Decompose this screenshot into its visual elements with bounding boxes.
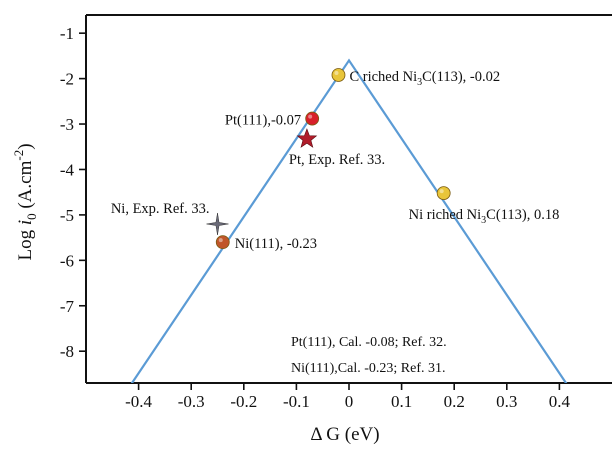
data-point-3 xyxy=(436,186,451,200)
point-label-2: Pt, Exp. Ref. 33. xyxy=(289,152,385,168)
y-tick-label: -2 xyxy=(60,70,74,89)
reference-note-0: Pt(111), Cal. -0.08; Ref. 32. xyxy=(291,335,447,350)
point-label-subscript: 3 xyxy=(481,215,486,226)
data-point-highlight-5 xyxy=(218,238,223,243)
x-tick-label: -0.3 xyxy=(178,392,205,411)
y-axis-label: Log i0 (A.cm-2) xyxy=(11,143,39,260)
data-point-highlight-3 xyxy=(439,189,444,194)
point-label-main: Pt, Exp. Ref. 33. xyxy=(289,152,385,168)
point-label-0: C riched Ni3C(113), -0.02 xyxy=(349,69,500,88)
reference-note-1: Ni(111),Cal. -0.23; Ref. 31. xyxy=(291,361,446,376)
point-label-main: C riched Ni xyxy=(349,69,417,85)
x-tick-label: 0 xyxy=(345,392,354,411)
data-point-highlight-1 xyxy=(308,114,313,119)
y-tick-label: -4 xyxy=(60,160,75,179)
data-point-1 xyxy=(305,111,320,126)
x-tick-label: 0.3 xyxy=(496,392,517,411)
y-tick-label: -6 xyxy=(60,251,74,270)
plot-axes: -0.4 -0.3 -0.2 -0.1 0 0.1 0.2 0.3 0.4 -1 -2 -3 -4 -5 -… xyxy=(60,14,612,411)
volcano-line xyxy=(130,58,568,383)
y-tick-label: -7 xyxy=(60,297,75,316)
point-label-main: Pt(111),-0.07 xyxy=(225,113,301,129)
data-point-2 xyxy=(296,128,318,148)
data-point-4 xyxy=(206,212,229,236)
x-tick-label: 0.4 xyxy=(549,392,571,411)
point-label-main: Ni, Exp. Ref. 33. xyxy=(111,201,210,217)
point-label-3: Ni riched Ni3C(113), 0.18 xyxy=(409,207,560,226)
point-label-main: Ni riched Ni xyxy=(409,207,481,223)
x-tick-label: -0.2 xyxy=(230,392,257,411)
y-tick-label: -8 xyxy=(60,342,74,361)
data-point-5 xyxy=(215,235,230,250)
x-tick-label: -0.1 xyxy=(283,392,310,411)
x-tick-label: 0.2 xyxy=(444,392,465,411)
data-point-0 xyxy=(331,68,346,82)
reference-notes-layer: Pt(111), Cal. -0.08; Ref. 32. Ni(111),Cal… xyxy=(291,335,447,376)
data-points-layer xyxy=(206,68,451,250)
point-label-rest: C(113), 0.18 xyxy=(486,207,559,223)
point-label-subscript: 3 xyxy=(417,77,422,88)
x-tick-label: 0.1 xyxy=(391,392,412,411)
point-label-4: Ni, Exp. Ref. 33. xyxy=(111,201,210,217)
y-tick-label: -5 xyxy=(60,206,74,225)
volcano-line-layer xyxy=(130,58,568,383)
y-tick-label: -3 xyxy=(60,115,74,134)
x-axis-label: Δ G (eV) xyxy=(310,424,379,445)
point-label-1: Pt(111),-0.07 xyxy=(225,113,301,129)
x-tick-label: -0.4 xyxy=(125,392,152,411)
data-point-highlight-0 xyxy=(334,70,339,75)
point-label-rest: C(113), -0.02 xyxy=(422,69,500,85)
point-labels-layer: C riched Ni3C(113), -0.02Pt(111),-0.07Pt… xyxy=(111,69,560,252)
y-tick-label: -1 xyxy=(60,24,74,43)
point-label-main: Ni(111), -0.23 xyxy=(235,236,317,252)
point-label-5: Ni(111), -0.23 xyxy=(235,236,317,252)
